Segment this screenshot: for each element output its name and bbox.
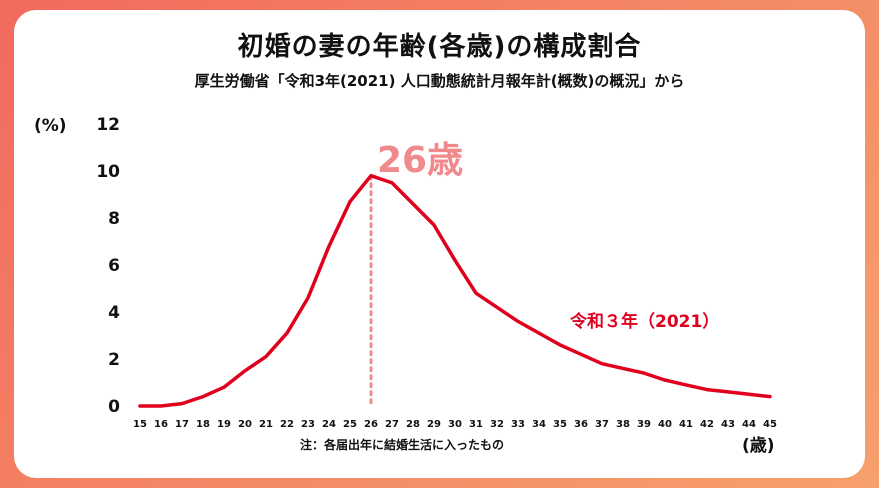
- series-line: [138, 173, 772, 408]
- x-tick-label: 15: [133, 419, 147, 430]
- x-tick-label: 43: [721, 419, 735, 430]
- x-tick-label: 35: [553, 419, 567, 430]
- y-tick-label: 10: [96, 162, 120, 182]
- chart-subtitle: 厚生労働省「令和3年(2021) 人口動態統計月報年計(概数)の概況」から: [194, 72, 685, 90]
- y-tick-label: 6: [108, 256, 120, 276]
- x-tick-label: 17: [175, 419, 189, 430]
- footnote: 注：各届出年に結婚生活に入ったもの: [300, 437, 504, 452]
- x-tick-label: 21: [259, 419, 273, 430]
- x-tick-label: 36: [574, 419, 588, 430]
- x-tick-label: 29: [427, 419, 441, 430]
- x-tick-label: 34: [532, 419, 546, 430]
- x-tick-label: 16: [154, 419, 168, 430]
- series-label: 令和３年（2021）: [570, 311, 719, 332]
- y-tick-label: 12: [96, 115, 120, 135]
- x-tick-label: 26: [364, 419, 378, 430]
- x-tick-label: 28: [406, 419, 420, 430]
- x-tick-label: 44: [742, 419, 756, 430]
- peak-label: 26歳: [377, 140, 463, 181]
- x-tick-label: 45: [763, 419, 777, 430]
- x-axis: 15 16 17 18 19 20 21 22 23 24 25 26 27 28 29 30 31 32 33 34…: [133, 419, 777, 430]
- y-tick-label: 2: [108, 350, 120, 370]
- x-tick-label: 20: [238, 419, 252, 430]
- y-axis: 0 2 4 6 8 10 12: [96, 115, 120, 417]
- x-tick-label: 32: [490, 419, 504, 430]
- y-tick-label: 4: [108, 303, 120, 323]
- y-axis-unit: (%): [34, 116, 67, 136]
- x-tick-label: 31: [469, 419, 483, 430]
- y-tick-label: 8: [108, 209, 120, 229]
- x-tick-label: 42: [700, 419, 714, 430]
- x-tick-label: 25: [343, 419, 357, 430]
- x-tick-label: 40: [658, 419, 672, 430]
- y-tick-label: 0: [108, 397, 120, 417]
- x-tick-label: 22: [280, 419, 294, 430]
- x-tick-label: 39: [637, 419, 651, 430]
- chart-panel: [14, 10, 865, 478]
- x-axis-unit: (歳): [742, 435, 775, 456]
- x-tick-label: 18: [196, 419, 210, 430]
- x-tick-label: 37: [595, 419, 609, 430]
- x-tick-label: 38: [616, 419, 630, 430]
- x-tick-label: 23: [301, 419, 315, 430]
- x-tick-label: 33: [511, 419, 525, 430]
- x-tick-label: 30: [448, 419, 462, 430]
- x-tick-label: 24: [322, 419, 336, 430]
- x-tick-label: 27: [385, 419, 399, 430]
- x-tick-label: 41: [679, 419, 693, 430]
- chart-title: 初婚の妻の年齢(各歳)の構成割合: [237, 32, 642, 62]
- x-tick-label: 19: [217, 419, 231, 430]
